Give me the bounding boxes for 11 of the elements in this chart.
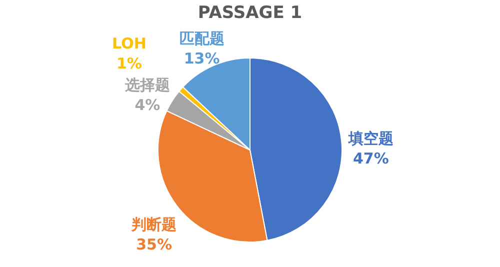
slice-label: 选择题 — [124, 76, 170, 94]
chart-title: PASSAGE 1 — [198, 3, 302, 23]
data-label: 13% — [184, 50, 220, 68]
slice-label: LOH — [112, 34, 146, 53]
slice-label: 判断题 — [130, 215, 177, 234]
data-label: 1% — [116, 54, 142, 73]
data-label: 35% — [136, 235, 172, 254]
data-label: 47% — [352, 150, 389, 168]
data-label: 4% — [134, 96, 160, 114]
slice-label: 匹配题 — [179, 30, 224, 48]
slice-label: 填空题 — [347, 130, 394, 148]
